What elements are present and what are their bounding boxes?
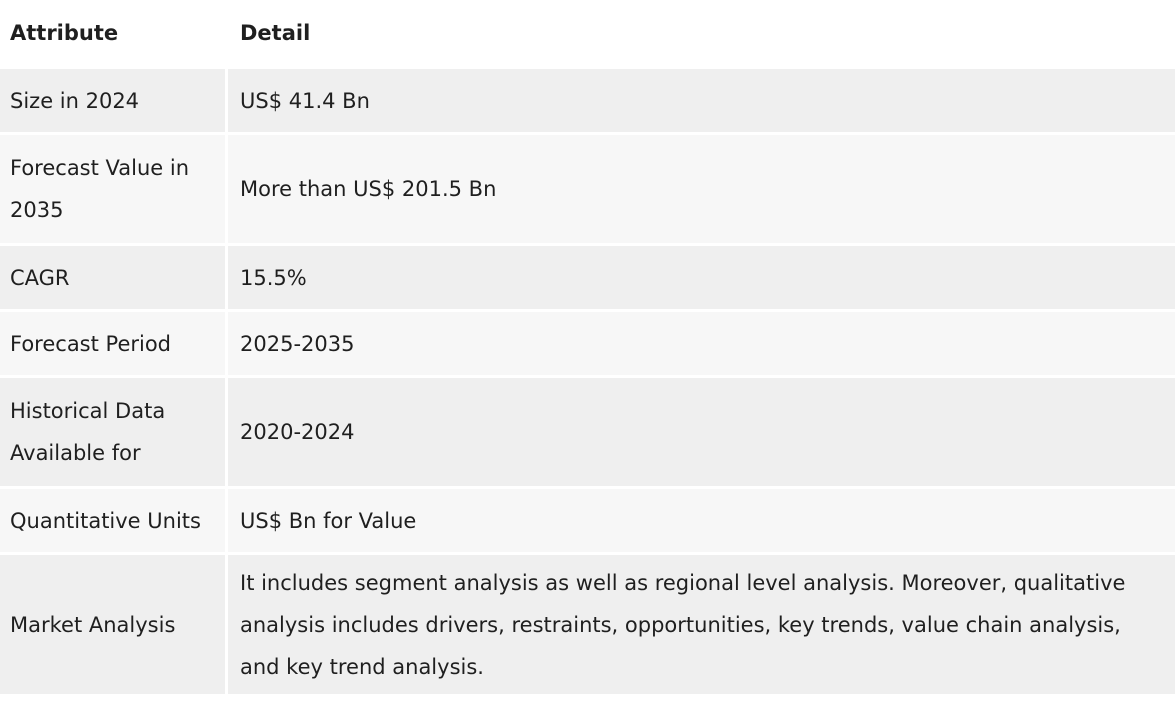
row-attribute: Quantitative Units (0, 486, 228, 552)
table-row: Forecast Period 2025-2035 (0, 309, 1175, 375)
row-attribute: Size in 2024 (0, 66, 228, 132)
table-header-row: Attribute Detail (0, 0, 1175, 66)
table-row: Quantitative Units US$ Bn for Value (0, 486, 1175, 552)
row-attribute: CAGR (0, 243, 228, 309)
row-attribute: Historical Data Available for (0, 375, 228, 486)
row-detail: More than US$ 201.5 Bn (228, 132, 1175, 243)
row-attribute: Forecast Value in 2035 (0, 132, 228, 243)
row-detail: It includes segment analysis as well as … (228, 552, 1175, 694)
row-detail: US$ Bn for Value (228, 486, 1175, 552)
row-detail: US$ 41.4 Bn (228, 66, 1175, 132)
header-attribute: Attribute (0, 0, 228, 66)
table-row: CAGR 15.5% (0, 243, 1175, 309)
row-detail: 15.5% (228, 243, 1175, 309)
row-attribute: Market Analysis (0, 552, 228, 694)
table-row: Historical Data Available for 2020-2024 (0, 375, 1175, 486)
table-row: Forecast Value in 2035 More than US$ 201… (0, 132, 1175, 243)
row-detail: 2020-2024 (228, 375, 1175, 486)
header-detail: Detail (228, 0, 1175, 66)
table-row: Market Analysis It includes segment anal… (0, 552, 1175, 694)
row-detail: 2025-2035 (228, 309, 1175, 375)
table-row: Size in 2024 US$ 41.4 Bn (0, 66, 1175, 132)
row-attribute: Forecast Period (0, 309, 228, 375)
